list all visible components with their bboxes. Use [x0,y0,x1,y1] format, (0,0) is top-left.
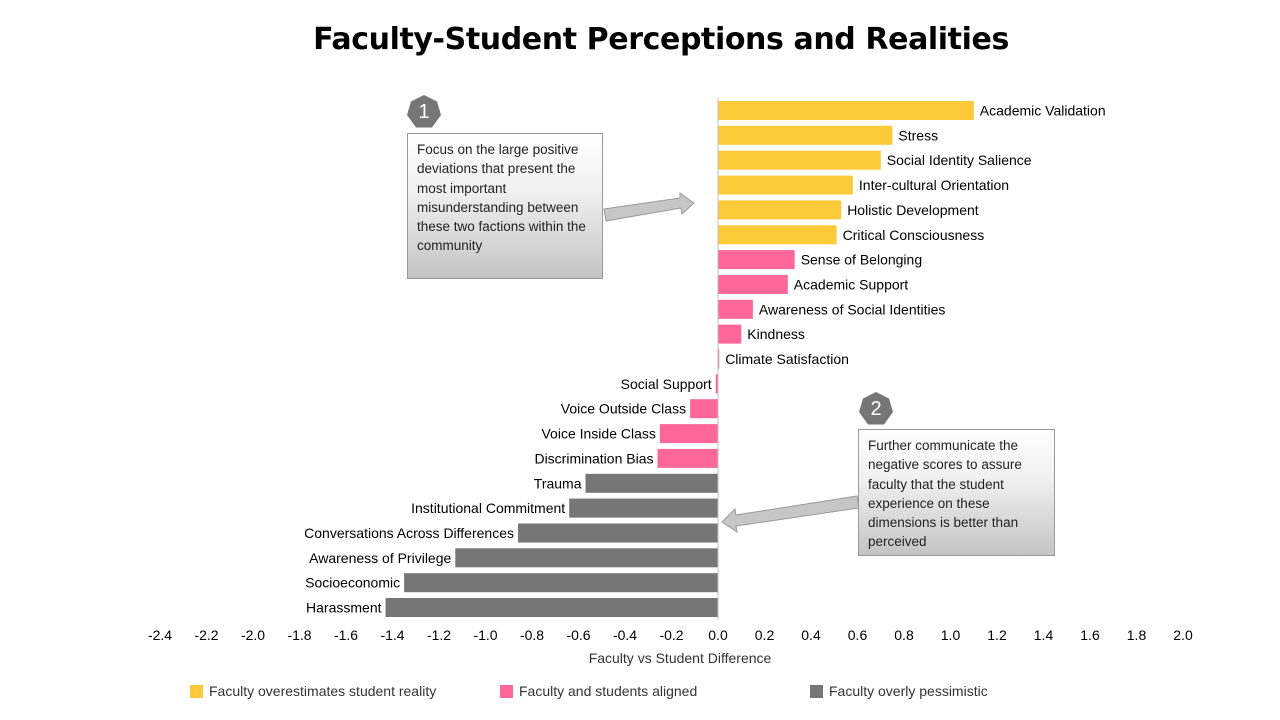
bar-kindness [718,324,742,344]
x-tick-label: -2.4 [148,627,172,643]
bar-label-awareness-of-social-identities: Awareness of Social Identities [759,301,946,317]
bar-voice-outside-class [690,399,718,419]
legend-swatch-aligned [500,684,513,698]
x-tick-label: -1.0 [473,627,497,643]
callout-2-text: Further communicate the negative scores … [868,438,1022,550]
bar-critical-consciousness [718,225,837,245]
x-tick-label: 0.2 [755,627,775,643]
bar-label-inter-cultural-orientation: Inter-cultural Orientation [859,177,1009,193]
bar-label-stress: Stress [898,127,938,143]
legend-label-aligned: Faculty and students aligned [519,683,698,699]
x-tick-label: -0.6 [566,627,590,643]
bar-label-discrimination-bias: Discrimination Bias [534,450,653,466]
bar-awareness-of-social-identities [718,299,753,319]
x-tick-label: 1.8 [1127,627,1147,643]
legend-label-overestimates: Faculty overestimates student reality [209,683,437,699]
x-axis-title: Faculty vs Student Difference [589,650,772,666]
bar-label-holistic-development: Holistic Development [847,202,979,218]
bar-academic-validation [718,101,974,120]
bar-label-awareness-of-privilege: Awareness of Privilege [309,550,451,566]
bar-institutional-commitment [569,498,718,518]
bar-holistic-development [718,200,842,220]
x-tick-label: 2.0 [1173,627,1193,643]
bar-label-social-identity-salience: Social Identity Salience [887,152,1032,168]
x-tick-label: 1.6 [1080,627,1100,643]
x-tick-label: 1.0 [941,627,961,643]
x-tick-label: -1.6 [334,627,358,643]
legend-item-aligned: Faculty and students aligned [500,683,697,699]
bar-stress [718,125,893,145]
chart-title: Faculty-Student Perceptions and Realitie… [313,22,1009,57]
bar-social-identity-salience [718,150,881,170]
bars-layer [385,101,974,617]
callout-1-box: Focus on the large positive deviations t… [407,133,603,279]
bar-label-academic-support: Academic Support [794,277,909,293]
x-tick-label: 1.4 [1034,627,1054,643]
bar-awareness-of-privilege [455,548,718,568]
bar-label-socioeconomic: Socioeconomic [305,575,400,591]
x-tick-label: 0.8 [894,627,914,643]
callout-2-number-badge: 2 [858,391,894,427]
x-tick-label: 0.0 [708,627,728,643]
bar-socioeconomic [404,573,718,593]
bar-harassment [385,598,718,617]
callout-1-arrow [603,192,695,222]
bar-discrimination-bias [657,448,718,468]
callout-1-number: 1 [418,101,430,123]
heptagon-icon [859,392,893,425]
legend-item-pessimistic: Faculty overly pessimistic [810,683,988,699]
x-tick-label: 1.2 [987,627,1007,643]
callout-2-number: 2 [870,398,882,420]
x-tick-label: -0.8 [520,627,544,643]
bar-label-kindness: Kindness [747,326,805,342]
x-tick-label: -1.2 [427,627,451,643]
bar-label-critical-consciousness: Critical Consciousness [843,227,985,243]
bar-sense-of-belonging [718,250,795,270]
bar-inter-cultural-orientation [718,175,853,195]
chart-legend: Faculty overestimates student reality Fa… [0,683,1280,703]
bar-labels-layer: Academic Validation Stress Social Identity… [304,103,1105,616]
bar-label-voice-outside-class: Voice Outside Class [561,401,686,417]
bar-label-trauma: Trauma [534,475,582,491]
bar-label-climate-satisfaction: Climate Satisfaction [725,351,849,367]
x-tick-label: -0.4 [613,627,637,643]
heptagon-icon [407,95,441,128]
x-tick-label: 0.4 [801,627,821,643]
callout-2-arrow [721,495,860,534]
bar-label-sense-of-belonging: Sense of Belonging [801,252,922,268]
legend-swatch-pessimistic [810,684,823,698]
legend-label-pessimistic: Faculty overly pessimistic [829,683,988,699]
bar-label-conversations-across-differences: Conversations Across Differences [304,525,514,541]
callout-1-number-badge: 1 [406,94,442,130]
x-tick-label: 0.6 [848,627,868,643]
bar-label-harassment: Harassment [306,600,382,616]
x-tick-label: -1.4 [380,627,404,643]
callout-2-box: Further communicate the negative scores … [858,429,1055,556]
legend-swatch-overestimates [190,684,203,698]
bar-label-social-support: Social Support [621,376,712,392]
bar-social-support [715,374,718,394]
x-tick-label: -1.8 [287,627,311,643]
callout-1-text: Focus on the large positive deviations t… [417,142,586,254]
bar-trauma [585,473,718,493]
x-tick-labels: -2.4 -2.2 -2.0 -1.8 -1.6 -1.4 -1.2 -1.0 -0.8 -0.6… [148,627,1193,643]
bar-academic-support [718,275,788,294]
x-tick-label: -2.0 [241,627,265,643]
x-tick-label: -0.2 [659,627,683,643]
legend-item-overestimates: Faculty overestimates student reality [190,683,436,699]
x-tick-label: -2.2 [194,627,218,643]
bar-label-academic-validation: Academic Validation [980,103,1106,119]
bar-climate-satisfaction [718,349,720,369]
bar-label-voice-inside-class: Voice Inside Class [541,426,655,442]
bar-voice-inside-class [659,424,718,444]
bar-conversations-across-differences [518,523,718,543]
bar-label-institutional-commitment: Institutional Commitment [411,500,565,516]
